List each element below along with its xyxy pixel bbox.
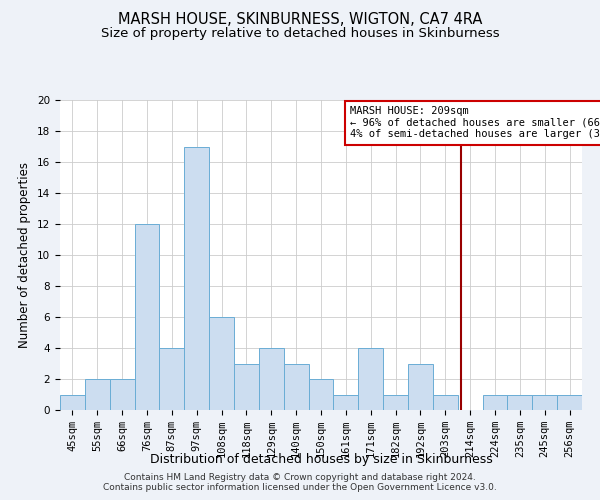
Bar (433, 394, 458, 410)
Text: MARSH HOUSE: 209sqm
← 96% of detached houses are smaller (66)
4% of semi-detache: MARSH HOUSE: 209sqm ← 96% of detached ho… (350, 106, 600, 140)
Bar (259, 348, 284, 410)
Bar (60, 394, 85, 410)
Text: Distribution of detached houses by size in Skinburness: Distribution of detached houses by size … (149, 452, 493, 466)
Bar (284, 364, 308, 410)
Bar (184, 146, 209, 410)
Bar (85, 379, 110, 410)
Bar (408, 364, 433, 410)
Bar (110, 379, 134, 410)
Bar (334, 394, 358, 410)
Bar (383, 394, 408, 410)
Bar (557, 394, 582, 410)
Bar (134, 224, 160, 410)
Bar (508, 394, 532, 410)
Bar (482, 394, 508, 410)
Bar (358, 348, 383, 410)
Text: Size of property relative to detached houses in Skinburness: Size of property relative to detached ho… (101, 28, 499, 40)
Bar (308, 379, 334, 410)
Bar (209, 317, 234, 410)
Text: Contains HM Land Registry data © Crown copyright and database right 2024.
Contai: Contains HM Land Registry data © Crown c… (103, 473, 497, 492)
Y-axis label: Number of detached properties: Number of detached properties (19, 162, 31, 348)
Bar (160, 348, 184, 410)
Bar (532, 394, 557, 410)
Bar (234, 364, 259, 410)
Text: MARSH HOUSE, SKINBURNESS, WIGTON, CA7 4RA: MARSH HOUSE, SKINBURNESS, WIGTON, CA7 4R… (118, 12, 482, 28)
